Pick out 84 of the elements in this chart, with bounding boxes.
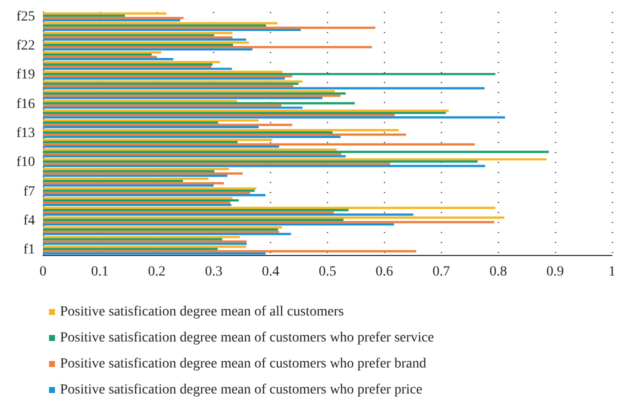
x-tick-label: 0.9 <box>546 264 564 280</box>
bar <box>43 46 372 48</box>
bar <box>43 155 346 158</box>
bar <box>43 223 394 226</box>
x-tick-label: 0.5 <box>318 264 336 280</box>
bar <box>43 48 252 50</box>
bar <box>43 65 212 68</box>
x-tick-label: 0 <box>40 264 46 280</box>
bar <box>43 138 272 141</box>
x-tick-label: 0.3 <box>204 264 222 280</box>
legend-label: Positive satisfication degree mean of customers who prefer price <box>60 382 422 398</box>
y-tick-label: f10 <box>16 155 35 170</box>
bar <box>43 90 335 92</box>
y-tick-label: f13 <box>16 126 35 141</box>
bar <box>43 38 246 41</box>
x-tick-label: 0.1 <box>91 264 109 280</box>
bar <box>43 28 301 32</box>
bar <box>43 56 157 58</box>
bar <box>43 82 298 85</box>
y-tick-label: f22 <box>16 38 35 54</box>
bar <box>43 162 390 165</box>
bar <box>43 51 162 54</box>
bar <box>43 242 247 245</box>
bar <box>43 106 302 109</box>
bar <box>43 26 376 29</box>
bar <box>43 194 266 196</box>
y-tick-label: f19 <box>16 68 35 83</box>
bar <box>43 178 209 180</box>
bar <box>43 14 125 17</box>
x-tick-label: 1 <box>608 264 616 280</box>
x-tick-label: 0.2 <box>148 264 166 280</box>
bar <box>43 63 213 66</box>
bar <box>43 77 285 80</box>
bar <box>43 122 218 124</box>
bar <box>43 136 341 138</box>
bar <box>43 230 280 233</box>
bar <box>43 218 344 221</box>
x-tick-label: 0.4 <box>262 264 280 280</box>
bar <box>43 58 174 60</box>
bar <box>43 174 228 177</box>
bar <box>43 204 232 206</box>
bar <box>43 129 399 132</box>
bar <box>43 187 256 190</box>
bar <box>43 42 249 44</box>
bar <box>43 94 341 97</box>
bar <box>43 75 292 78</box>
bar <box>43 182 224 184</box>
x-tick-label: 0.7 <box>432 264 450 280</box>
bar <box>43 211 334 214</box>
bar <box>43 22 278 24</box>
y-tick-label: f25 <box>16 9 35 24</box>
bar <box>43 68 232 70</box>
bar <box>43 170 214 172</box>
bar <box>43 34 214 36</box>
bar <box>43 114 395 116</box>
bar <box>43 190 255 192</box>
bar <box>43 70 283 73</box>
bar <box>43 96 322 100</box>
bar <box>43 112 446 114</box>
legend-label: Positive satisfication degree mean of all customers <box>60 304 344 320</box>
bar <box>43 250 416 252</box>
legend-label: Positive satisfication degree mean of customers who prefer brand <box>60 356 426 372</box>
legend-label: Positive satisfication degree mean of customers who prefer service <box>60 330 434 346</box>
y-tick-label: f16 <box>16 96 35 112</box>
y-tick-label: f1 <box>23 242 35 258</box>
x-tick-label: 0.8 <box>489 264 507 280</box>
bar <box>43 150 549 153</box>
bar <box>43 238 222 240</box>
bar <box>43 226 282 228</box>
bar <box>43 197 232 200</box>
bar <box>43 246 246 248</box>
bar <box>43 102 355 104</box>
y-tick-label: f4 <box>23 213 35 228</box>
bar <box>43 60 220 64</box>
bar <box>43 84 294 88</box>
bar <box>43 158 547 160</box>
bar <box>43 19 180 22</box>
bar <box>43 87 485 90</box>
x-tick-label: 0.6 <box>376 264 394 280</box>
bar <box>43 110 449 112</box>
y-tick-label: f7 <box>23 184 35 200</box>
bar <box>43 143 475 146</box>
bar <box>43 209 349 212</box>
bar <box>43 126 259 128</box>
